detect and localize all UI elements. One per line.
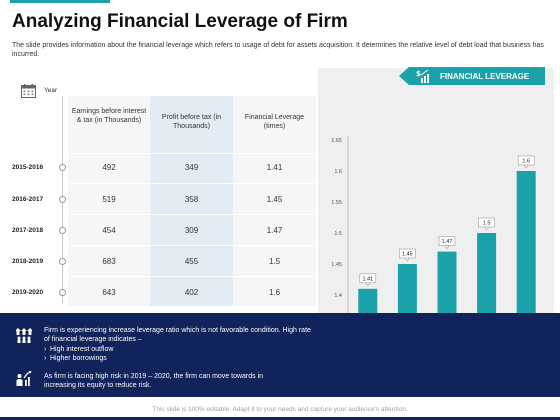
footer-note: This slide is 100% editable. Adapt it to… (152, 406, 408, 413)
column-header-pbt: Profit before tax (in Thousands) (161, 114, 222, 130)
data-label: 1.5 (483, 221, 491, 227)
table-cell-pbt: 358 (184, 195, 199, 204)
column-band-ebit (68, 96, 150, 306)
data-label-pointer (365, 282, 371, 287)
timeline-dot (59, 196, 66, 203)
column-band-leverage (233, 96, 316, 306)
table-cell-leverage: 1.47 (266, 226, 283, 235)
timeline-dot (59, 258, 66, 265)
page-title: Analyzing Financial Leverage of Firm (12, 11, 348, 32)
table-cell-ebit: 683 (102, 257, 116, 266)
table-cell-ebit: 519 (102, 195, 116, 204)
table-cell-pbt: 309 (184, 226, 199, 235)
y-tick-label: 1.55 (331, 200, 342, 206)
data-label-pointer (404, 257, 410, 262)
table-cell-leverage: 1.5 (268, 257, 281, 266)
column-header-ebit: Earnings before interest & tax (in Thous… (71, 108, 147, 124)
y-tick-label: 1.45 (331, 262, 342, 268)
table-cell-pbt: 402 (184, 288, 199, 297)
row-divider (68, 214, 316, 215)
leverage-arrows-icon (16, 328, 32, 343)
data-label-pointer (523, 164, 529, 169)
table-cell-leverage: 1.41 (266, 163, 283, 172)
table-cell-ebit: 492 (102, 163, 116, 172)
row-divider (68, 153, 316, 154)
data-label: 1.45 (402, 252, 413, 258)
row-divider (68, 276, 316, 277)
row-year-label: 2019-2020 (12, 289, 44, 296)
data-label: 1.47 (442, 239, 453, 245)
data-label-pointer (444, 245, 450, 250)
row-year-label: 2017-2018 (12, 227, 44, 234)
page-description: The slide provides information about the… (12, 42, 544, 58)
table-cell-ebit: 454 (102, 226, 116, 235)
timeline-dot (59, 289, 66, 296)
timeline-dot (59, 227, 66, 234)
bullet-chevron-icon: › (44, 346, 47, 353)
row-divider (68, 183, 316, 184)
y-tick-label: 1.4 (334, 293, 342, 299)
row-divider (68, 245, 316, 246)
bullet-chevron-icon: › (44, 355, 47, 362)
row-year-label: 2018-2019 (12, 258, 44, 265)
footer-bar (0, 417, 560, 420)
insight-point-2: As firm is facing high risk in 2019 – 20… (44, 373, 264, 389)
data-label: 1.41 (362, 276, 373, 282)
bar (516, 171, 536, 357)
insight-subpoint-2: Higher borrowings (50, 355, 107, 362)
table-cell-leverage: 1.6 (268, 288, 281, 297)
data-label: 1.6 (522, 159, 530, 165)
column-band-pbt (150, 96, 233, 306)
y-tick-label: 1.65 (331, 138, 342, 144)
data-label-pointer (484, 226, 490, 231)
dollar-growth-icon: $ (416, 69, 429, 83)
chart-banner (399, 67, 545, 85)
row-year-label: 2016-2017 (12, 196, 44, 203)
insights-box (0, 313, 560, 397)
table-cell-ebit: 643 (102, 288, 116, 297)
table-cell-pbt: 455 (184, 257, 199, 266)
title-accent-line (10, 0, 110, 3)
column-header-leverage: Financial Leverage (times) (244, 114, 305, 130)
insight-point-1: Firm is experiencing increase leverage r… (44, 327, 311, 343)
insight-subpoint-1: High interest outflow (50, 346, 114, 353)
year-column-label: Year (44, 87, 58, 94)
chart-banner-title: FINANCIAL LEVERAGE (440, 72, 530, 81)
table-cell-leverage: 1.45 (266, 195, 283, 204)
timeline-dot (59, 164, 66, 171)
calendar-icon (21, 84, 36, 98)
y-tick-label: 1.6 (334, 169, 342, 175)
person-chart-icon (16, 371, 32, 386)
row-year-label: 2015-2016 (12, 164, 44, 171)
y-tick-label: 1.5 (334, 231, 342, 237)
svg-text:$: $ (416, 70, 421, 78)
table-cell-pbt: 349 (184, 163, 199, 172)
